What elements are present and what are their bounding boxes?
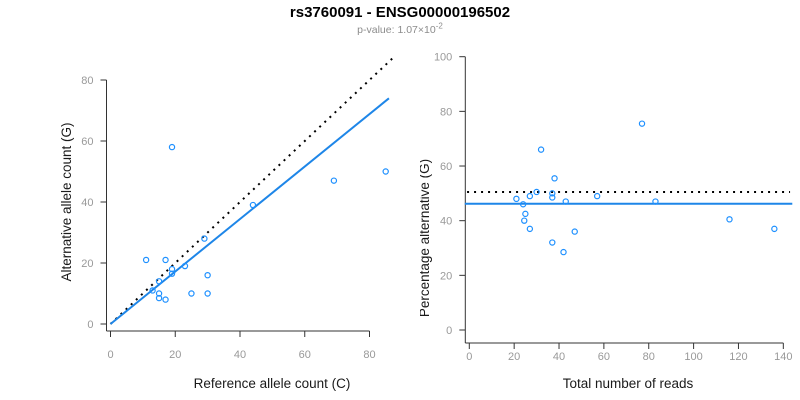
y-axis-title: Alternative allele count (G) <box>59 122 74 281</box>
y-tick-label: 40 <box>81 197 93 209</box>
figure-title: rs3760091 - ENSG00000196502 <box>289 4 511 21</box>
data-point <box>249 201 257 209</box>
identity-line <box>109 57 393 325</box>
x-tick-label: 60 <box>598 351 610 363</box>
y-tick-label: 60 <box>440 161 452 173</box>
x-tick-label: 40 <box>234 349 246 361</box>
data-point <box>593 192 601 200</box>
data-point <box>549 190 556 197</box>
data-point <box>204 271 211 279</box>
x-tick-label: 80 <box>363 349 375 361</box>
x-tick-label: 20 <box>508 351 520 363</box>
reads-vs-percentage-scatter-plot: Total number of reads Percentage alterna… <box>420 52 793 391</box>
y-tick-label: 0 <box>87 319 93 331</box>
y-tick-label: 80 <box>440 106 452 118</box>
data-point <box>521 217 528 224</box>
data-point <box>533 188 540 196</box>
x-tick-label: 0 <box>466 351 472 363</box>
y-tick-label: 80 <box>81 75 93 87</box>
data-point <box>330 177 338 184</box>
data-point <box>562 198 569 205</box>
data-point <box>571 228 578 235</box>
data-point <box>726 216 733 223</box>
x-tick-label: 140 <box>774 351 792 363</box>
data-point <box>188 290 195 297</box>
x-tick-label: 60 <box>299 349 311 361</box>
data-point <box>513 195 520 203</box>
x-tick-label: 120 <box>729 351 747 363</box>
y-tick-label: 40 <box>440 216 452 228</box>
p-value-text: p-value: 1.07×10 <box>357 24 436 36</box>
data-point <box>142 256 150 264</box>
data-point <box>551 175 558 182</box>
data-point <box>526 192 534 200</box>
y-tick-label: 60 <box>81 136 93 148</box>
data-point <box>168 265 176 273</box>
plot-area: 0 20 40 60 80 100 120 140 0 20 40 60 80 100 <box>434 52 793 363</box>
x-axis-title: Total number of reads <box>563 376 694 391</box>
data-point <box>201 235 208 242</box>
x-tick-label: 100 <box>684 351 702 363</box>
x-tick-label: 80 <box>643 351 655 363</box>
data-point <box>519 201 527 208</box>
data-point <box>155 290 163 297</box>
data-point <box>155 278 163 285</box>
x-tick-label: 0 <box>107 349 113 361</box>
data-point <box>382 168 389 175</box>
p-value-subtitle: p-value: 1.07×10-2 <box>0 21 800 36</box>
x-tick-label: 20 <box>169 349 181 361</box>
data-point <box>638 120 646 127</box>
data-point <box>652 198 659 205</box>
data-point <box>149 287 156 294</box>
data-point <box>155 294 163 302</box>
regression-line <box>109 97 390 325</box>
data-point <box>526 225 534 233</box>
data-point <box>162 296 169 303</box>
ref-vs-alt-scatter-plot: Reference allele count (C) Alternative a… <box>59 57 393 391</box>
data-point <box>560 248 567 256</box>
data-point <box>771 225 778 233</box>
x-axis-title: Reference allele count (C) <box>194 376 351 391</box>
data-point <box>168 143 176 151</box>
data-point <box>549 239 556 246</box>
data-point <box>181 262 189 270</box>
y-axis-title: Percentage alternative (G) <box>420 159 432 317</box>
y-tick-label: 0 <box>446 325 452 337</box>
data-point <box>162 256 169 264</box>
plot-area: 0 20 40 60 80 0 20 40 60 80 <box>81 57 393 361</box>
y-tick-label: 20 <box>81 258 93 270</box>
y-tick-label: 20 <box>440 270 452 282</box>
data-point <box>168 270 176 277</box>
x-tick-label: 40 <box>553 351 565 363</box>
data-point <box>522 210 529 218</box>
y-tick-label: 100 <box>434 52 452 64</box>
data-point <box>537 146 545 153</box>
data-point <box>204 290 211 297</box>
data-point <box>549 194 556 201</box>
p-value-exponent: -2 <box>435 21 443 31</box>
